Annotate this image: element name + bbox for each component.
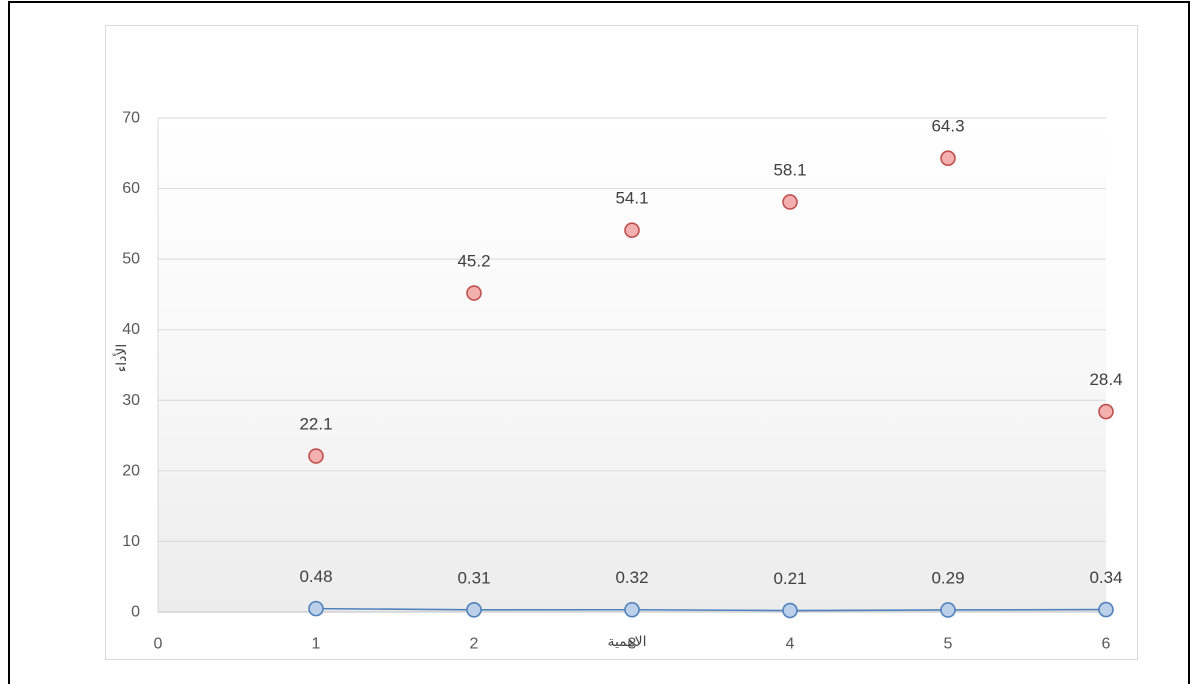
data-labels: 22.1 45.2 54.1 58.1 64.3 28.4 0.48 0.31 0.32 0.21… (299, 117, 1122, 588)
series-1-data-label: 0.32 (615, 568, 648, 587)
outer-frame (8, 1, 1190, 684)
series-1-point (1098, 601, 1114, 618)
series-1-point (940, 602, 956, 618)
series-0-point (624, 222, 640, 239)
series-1-point (308, 600, 324, 617)
y-axis-title: الأداء (112, 344, 130, 373)
series-0-point (308, 448, 324, 464)
series-0-data-label: 45.2 (457, 252, 490, 271)
x-tick-label: 0 (154, 636, 163, 653)
series-1-data-label: 0.31 (457, 568, 490, 587)
y-tick-label: 60 (122, 180, 140, 197)
y-tick-label: 0 (131, 604, 140, 621)
series-0-data-label: 28.4 (1089, 370, 1122, 389)
series-1-data-label: 0.21 (773, 569, 806, 588)
series-1-data-label: 0.29 (931, 568, 964, 587)
series-0-point (940, 150, 956, 167)
x-tick-label: 6 (1102, 636, 1111, 653)
y-tick-label: 50 (122, 251, 140, 268)
series-0-point (466, 285, 482, 301)
series-0-point (782, 194, 798, 210)
series (308, 150, 1114, 619)
series-0-data-label: 64.3 (931, 117, 964, 136)
x-tick-label: 4 (786, 636, 795, 653)
plot-area (158, 118, 1106, 612)
x-tick-label: 2 (470, 636, 479, 653)
y-tick-label: 20 (122, 462, 140, 479)
x-axis-title: الاهمية (607, 634, 646, 650)
series-0-data-label: 58.1 (773, 160, 806, 179)
x-tick-label: 3 (628, 636, 637, 653)
series-1-point (782, 602, 798, 619)
series-1-data-label: 0.34 (1089, 568, 1122, 587)
gridlines (158, 117, 1106, 542)
y-tick-label: 10 (122, 533, 140, 550)
series-1-point (466, 602, 482, 618)
series-0-data-label: 54.1 (615, 189, 648, 208)
y-tick-label: 40 (122, 321, 140, 338)
series-1-data-label: 0.48 (299, 567, 332, 586)
y-tick-label: 70 (122, 110, 140, 127)
x-tick-label: 5 (944, 636, 953, 653)
series-1-point (624, 601, 640, 618)
series-0-data-label: 22.1 (299, 415, 332, 434)
series-0-point (1098, 403, 1114, 420)
series-1-line (315, 607, 1107, 612)
x-tick-label: 1 (312, 636, 321, 653)
y-tick-label: 30 (122, 392, 140, 409)
